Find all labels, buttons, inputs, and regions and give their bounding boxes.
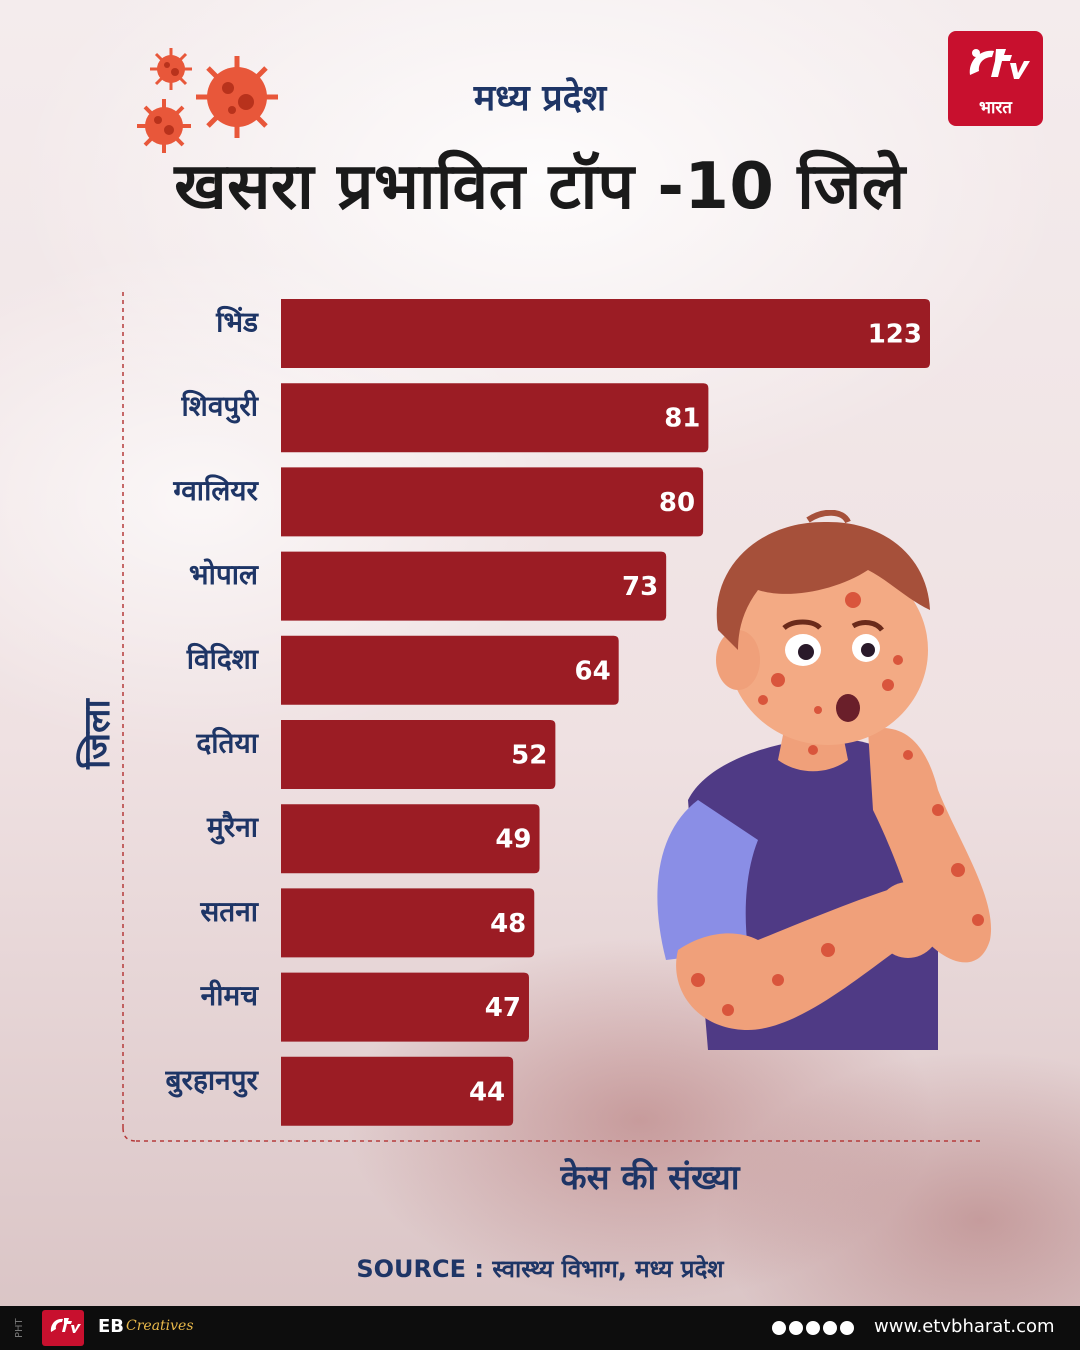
child-illustration — [657, 510, 992, 1050]
y-axis-label: जिला — [77, 699, 118, 769]
footer-etv-logo — [42, 1310, 84, 1346]
bar — [281, 972, 529, 1042]
bar — [281, 1056, 514, 1126]
instagram-icon[interactable] — [806, 1321, 820, 1335]
x-axis-label: केस की संख्या — [560, 1158, 740, 1198]
website-link[interactable]: www.etvbharat.com — [874, 1316, 1055, 1337]
bar — [281, 720, 556, 789]
bar — [281, 888, 535, 958]
etv-logo-icon — [969, 49, 1030, 79]
youtube-icon[interactable] — [823, 1321, 837, 1335]
bar-chart: 123 भिंड 81 शिवपुरी 80 ग्वालियर 73 भोपाल 64 विदिश… — [122, 292, 980, 1142]
bar-value-label: 48 — [490, 909, 526, 939]
etv-logo-icon — [50, 1318, 81, 1333]
category-label: भिंड — [215, 306, 259, 339]
category-label: सतना — [199, 895, 259, 928]
bar — [281, 299, 930, 368]
axis-corner — [122, 1127, 137, 1142]
page-subtitle: मध्य प्रदेश — [473, 78, 607, 119]
category-label: शिवपुरी — [181, 390, 260, 424]
bar-value-label: 47 — [485, 993, 521, 1023]
bar-value-label: 49 — [495, 825, 531, 855]
category-label: भोपाल — [189, 558, 259, 591]
page-title: खसरा प्रभावित टॉप -10 जिले — [174, 150, 906, 224]
bar — [281, 635, 619, 705]
pht-label: PHT — [14, 1318, 25, 1338]
footer-bar: PHT EB Creatives www.etvbharat.com — [0, 1306, 1080, 1350]
social-icons — [772, 1320, 857, 1336]
category-label: मुरैना — [206, 811, 260, 845]
virus-icon — [137, 99, 191, 153]
whatsapp-icon[interactable] — [840, 1321, 854, 1335]
bar-value-label: 81 — [664, 404, 700, 434]
bar-value-label: 123 — [868, 320, 922, 350]
bar — [281, 804, 540, 874]
bar — [281, 383, 709, 453]
category-label: नीमच — [200, 979, 260, 1012]
virus-icon — [196, 56, 278, 138]
footer-eb: EB — [98, 1316, 125, 1337]
footer-creatives: Creatives — [126, 1318, 194, 1334]
bar-value-label: 44 — [469, 1077, 505, 1107]
facebook-icon[interactable] — [772, 1321, 786, 1335]
x-icon[interactable] — [789, 1321, 803, 1335]
bar — [281, 467, 704, 537]
category-label: दतिया — [195, 727, 259, 760]
etv-bharat-logo: भारत — [948, 31, 1043, 126]
logo-text: भारत — [979, 98, 1012, 118]
source-note: SOURCE : स्वास्थ्य विभाग, मध्य प्रदेश — [356, 1255, 724, 1283]
category-label: विदिशा — [186, 642, 260, 675]
bar — [281, 551, 667, 621]
category-label: बुरहानपुर — [165, 1063, 260, 1097]
bar-value-label: 52 — [511, 741, 547, 771]
bar-value-label: 73 — [622, 572, 658, 602]
bar-value-label: 80 — [659, 488, 695, 518]
bar-value-label: 64 — [575, 656, 611, 686]
virus-icon — [150, 48, 192, 90]
category-label: ग्वालियर — [172, 474, 259, 507]
